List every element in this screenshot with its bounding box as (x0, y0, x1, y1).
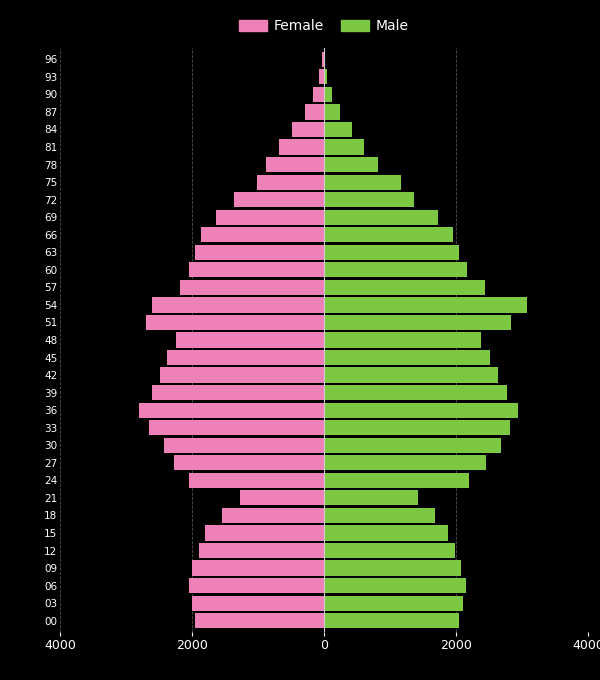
Bar (167, 350, 324, 365)
Bar (324, 139, 364, 154)
Bar (324, 473, 469, 488)
Bar (164, 438, 324, 453)
Bar (196, 613, 324, 628)
Bar (324, 157, 378, 172)
Bar (152, 297, 324, 313)
Bar (199, 543, 324, 558)
Bar (324, 279, 485, 295)
Bar (313, 87, 324, 102)
Bar (324, 122, 352, 137)
Bar (188, 473, 324, 488)
Bar (324, 490, 418, 505)
Bar (234, 192, 324, 207)
Legend: Female, Male: Female, Male (234, 14, 414, 39)
Bar (324, 52, 325, 67)
Bar (196, 245, 324, 260)
Bar (205, 526, 324, 541)
Bar (188, 578, 324, 593)
Bar (324, 385, 508, 401)
Bar (324, 209, 437, 225)
Bar (324, 438, 501, 453)
Bar (324, 87, 332, 102)
Bar (292, 122, 324, 137)
Bar (173, 455, 324, 471)
Bar (324, 613, 460, 628)
Bar (216, 209, 324, 225)
Bar (192, 596, 324, 611)
Bar (324, 403, 518, 418)
Bar (176, 333, 324, 347)
Bar (324, 297, 527, 313)
Bar (324, 578, 466, 593)
Bar (324, 560, 461, 576)
Bar (160, 367, 324, 383)
Bar (324, 227, 453, 242)
Bar (319, 69, 324, 84)
Bar (152, 385, 324, 401)
Bar (324, 104, 340, 120)
Bar (324, 262, 467, 277)
Bar (324, 175, 401, 190)
Bar (180, 279, 324, 295)
Bar (324, 420, 510, 435)
Bar (266, 157, 324, 172)
Bar (324, 596, 463, 611)
Bar (257, 175, 324, 190)
Bar (324, 333, 481, 347)
Bar (322, 52, 324, 67)
Bar (192, 560, 324, 576)
Bar (324, 245, 460, 260)
Bar (239, 490, 324, 505)
Bar (324, 69, 328, 84)
Bar (324, 192, 414, 207)
Bar (305, 104, 324, 120)
Bar (200, 227, 324, 242)
Bar (149, 420, 324, 435)
Bar (324, 350, 490, 365)
Bar (146, 315, 324, 330)
Bar (188, 262, 324, 277)
Bar (324, 543, 455, 558)
Bar (324, 367, 498, 383)
Bar (324, 315, 511, 330)
Bar (222, 508, 324, 523)
Bar (279, 139, 324, 154)
Bar (324, 508, 435, 523)
Bar (139, 403, 324, 418)
Bar (324, 526, 448, 541)
Bar (324, 455, 487, 471)
